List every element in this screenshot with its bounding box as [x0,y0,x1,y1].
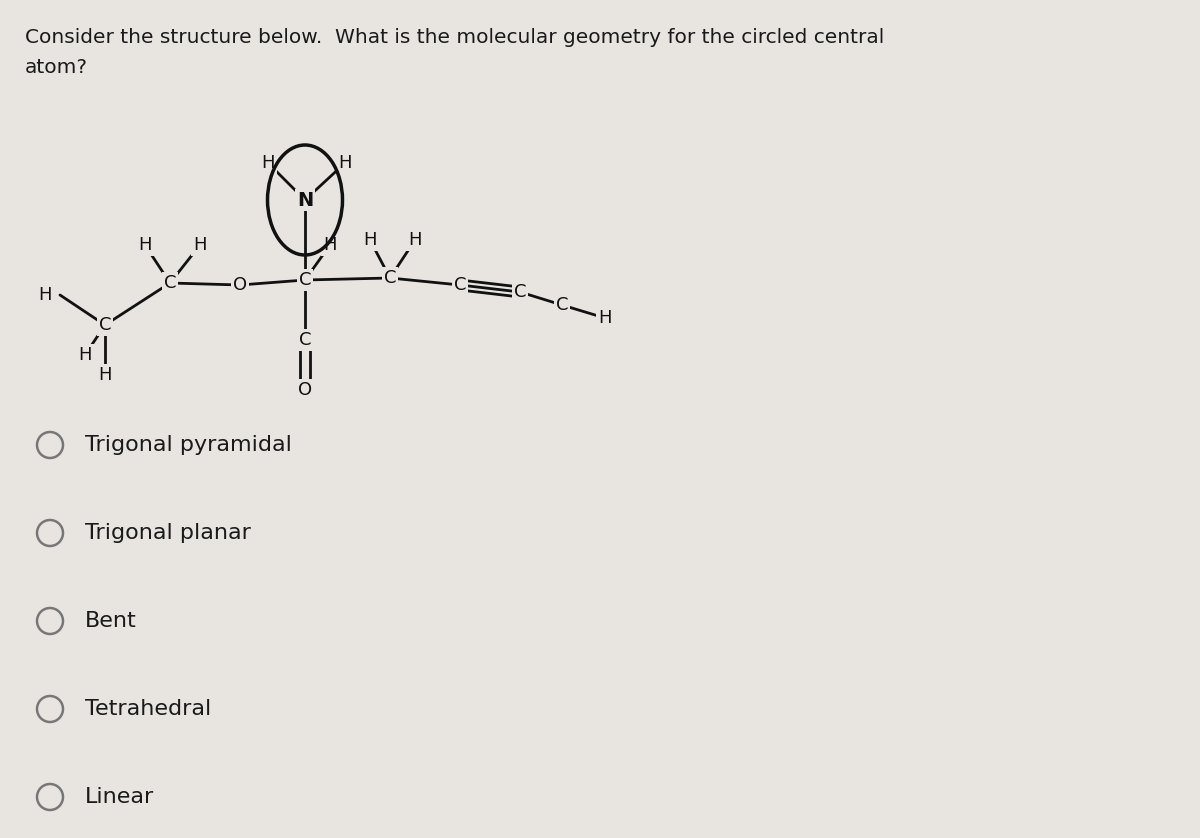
Text: C: C [454,276,467,294]
Text: C: C [163,274,176,292]
Text: C: C [299,331,311,349]
Text: Linear: Linear [85,787,155,807]
Text: N: N [296,190,313,210]
Text: H: H [98,366,112,384]
Text: Consider the structure below.  What is the molecular geometry for the circled ce: Consider the structure below. What is th… [25,28,884,47]
Text: H: H [408,231,421,249]
Text: C: C [556,296,569,314]
Text: Trigonal pyramidal: Trigonal pyramidal [85,435,292,455]
Text: atom?: atom? [25,58,88,77]
Text: Tetrahedral: Tetrahedral [85,699,211,719]
Text: H: H [364,231,377,249]
Text: H: H [38,286,52,304]
Text: O: O [298,381,312,399]
Text: O: O [233,276,247,294]
Text: C: C [514,283,527,301]
Text: H: H [193,236,206,254]
Text: H: H [338,154,352,172]
Text: C: C [299,271,311,289]
Text: C: C [98,316,112,334]
Text: C: C [384,269,396,287]
Text: Bent: Bent [85,611,137,631]
Text: H: H [599,309,612,327]
Text: H: H [78,346,91,364]
Text: Trigonal planar: Trigonal planar [85,523,251,543]
Text: H: H [138,236,151,254]
Text: H: H [323,236,337,254]
Text: H: H [262,154,275,172]
